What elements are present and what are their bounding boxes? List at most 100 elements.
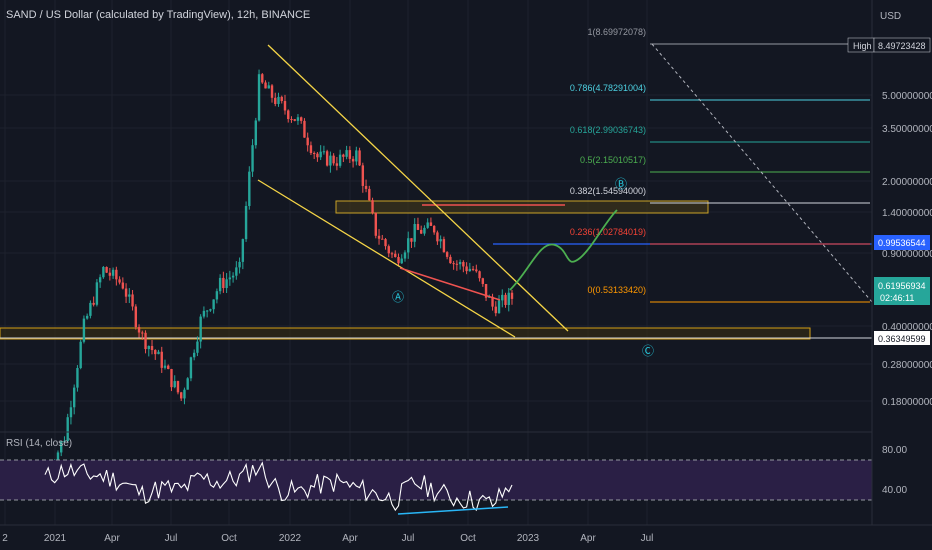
candle-body <box>436 232 439 242</box>
candle-body <box>390 253 394 255</box>
candle-body <box>475 269 478 272</box>
time-tick-label: Oct <box>221 533 237 544</box>
price-tick-label: 0.90000000 <box>882 249 932 260</box>
candle-body <box>432 225 436 233</box>
candle-body <box>231 275 235 278</box>
candle-body <box>478 271 481 279</box>
candle-body <box>261 74 264 83</box>
candle-body <box>134 306 138 328</box>
candle-body <box>277 96 280 104</box>
price-axis-bg <box>872 0 932 525</box>
candle-body <box>137 327 141 333</box>
candle-body <box>180 392 183 399</box>
candle-body <box>312 153 316 155</box>
candle-body <box>342 154 345 157</box>
candle-body <box>361 165 365 186</box>
projection-dashed-line <box>651 43 873 303</box>
candle-body <box>287 110 290 120</box>
candle-body <box>397 256 400 264</box>
candle-body <box>205 310 209 312</box>
fib-level-label: 0.618(2.99036743) <box>570 125 646 135</box>
candle-body <box>225 279 228 289</box>
candle-body <box>507 292 510 305</box>
candle-body <box>98 277 102 283</box>
currency-label: USD <box>880 11 901 22</box>
candle-body <box>423 227 426 234</box>
candle-body <box>176 381 180 393</box>
fib-retracement[interactable]: 1(8.69972078) 0.786(4.78291004) 0.618(2.99… <box>570 27 870 303</box>
time-tick-label: 2022 <box>279 533 302 544</box>
price-tick-label: 5.00000000 <box>882 91 932 102</box>
candle-body <box>413 224 416 242</box>
candle-body <box>449 256 452 264</box>
candle-body <box>455 263 459 265</box>
candle-body <box>381 238 384 240</box>
fib-level-label: 0.236(1.02784019) <box>570 227 646 237</box>
candle-body <box>173 381 176 388</box>
candle-body <box>351 158 355 162</box>
candle-body <box>407 238 410 253</box>
candle-body <box>108 272 112 276</box>
candle-body <box>309 145 313 154</box>
candle-body <box>241 239 245 262</box>
candle-body <box>222 277 225 289</box>
rsi-divergence-line <box>397 506 509 515</box>
candle-body <box>79 341 82 369</box>
candle-body <box>319 151 322 158</box>
rsi-band <box>0 460 872 500</box>
wedge-upper-line <box>267 44 569 332</box>
candle-body <box>501 294 504 301</box>
fib-level-label: 0.382(1.54594000) <box>570 186 646 196</box>
candle-body <box>92 302 95 305</box>
chart-title: SAND / US Dollar (calculated by TradingV… <box>6 9 311 21</box>
candle-body <box>102 267 105 278</box>
candle-body <box>484 283 488 298</box>
candle-body <box>82 318 86 342</box>
candle-body <box>199 316 202 342</box>
candle-body <box>189 357 193 379</box>
candle-body <box>419 229 423 234</box>
fib-level-label: 1(8.69972078) <box>587 27 646 37</box>
marker-3-value: 0.36349599 <box>878 334 926 344</box>
wave-a-label: Ⓐ <box>392 290 404 304</box>
candle-body <box>186 378 189 390</box>
candle-body <box>394 253 397 257</box>
candle-body <box>497 300 501 314</box>
candle-body <box>491 296 494 307</box>
time-tick-label: Oct <box>460 533 476 544</box>
chart-grid <box>0 0 872 525</box>
divergence-price-line <box>399 267 501 301</box>
candle-body <box>371 200 374 213</box>
candle-body <box>300 117 303 121</box>
candle-body <box>332 155 335 164</box>
candle-body <box>442 239 446 253</box>
candle-body <box>251 145 254 172</box>
candle-body <box>335 163 339 166</box>
rsi-line <box>44 461 513 512</box>
candle-body <box>141 332 144 334</box>
last-price-box <box>874 277 930 305</box>
candle-body <box>481 278 485 284</box>
candle-body <box>170 369 173 388</box>
rsi-title: RSI (14, close) <box>6 438 73 449</box>
countdown: 02:46:11 <box>880 293 914 303</box>
candle-body <box>293 119 296 121</box>
candle-body <box>254 120 257 146</box>
candle-body <box>410 238 413 242</box>
candle-body <box>426 222 429 228</box>
candle-body <box>355 150 358 162</box>
rsi-level-40: 40.00 <box>882 485 907 496</box>
candle-body <box>163 365 167 368</box>
marker-3-box <box>874 331 930 345</box>
candle-body <box>244 205 248 240</box>
candle-body <box>124 288 128 297</box>
candle-body <box>202 310 206 317</box>
candle-body <box>196 341 199 353</box>
candle-body <box>384 239 387 247</box>
candle-body <box>56 452 60 466</box>
candle-body <box>218 277 222 292</box>
resistance-zone <box>335 200 709 214</box>
time-tick-label: 2023 <box>517 533 540 544</box>
time-axis-ticks: 2 2021 Apr Jul Oct 2022 Apr Jul Oct 2023 Apr Jul <box>2 533 653 544</box>
